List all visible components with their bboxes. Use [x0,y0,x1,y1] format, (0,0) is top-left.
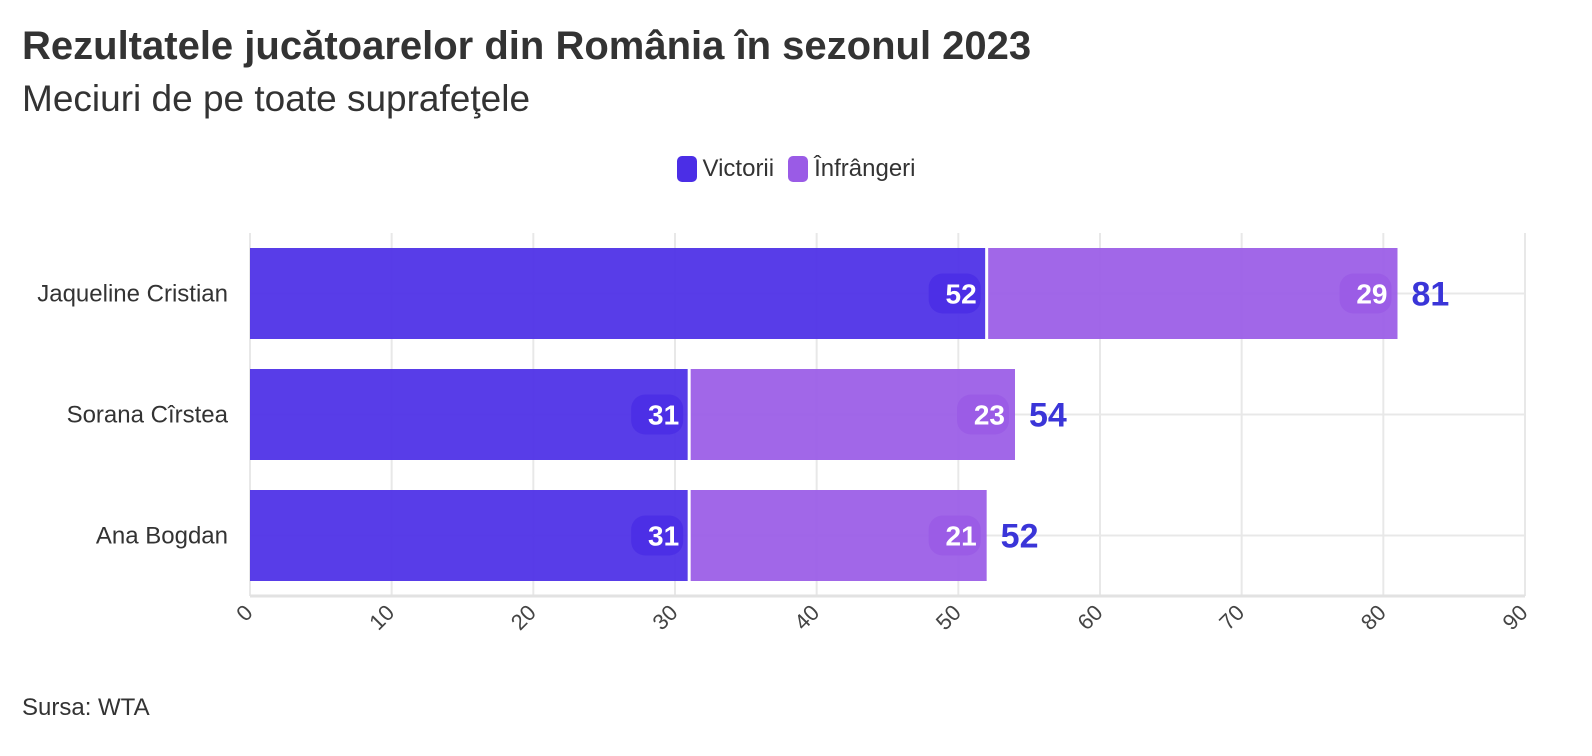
value-badge [928,273,981,314]
x-tick-label: 30 [648,600,683,635]
legend-label-losses: Înfrângeri [814,155,916,182]
legend-label-wins: Victorii [702,155,775,182]
x-tick-label: 40 [789,600,824,635]
bar-wins [250,490,690,581]
bar-losses [986,248,1398,339]
value-badge [631,515,684,556]
x-tick-label: 60 [1073,600,1108,635]
value-label-wins: 52 [946,279,977,310]
total-label: 54 [1029,397,1067,435]
total-label: 52 [1001,518,1039,556]
chart-title: Rezultatele jucătoarelor din România în … [22,24,1032,68]
x-tick-label: 20 [506,600,541,635]
bar-wins [250,369,690,460]
value-label-losses: 21 [946,521,977,552]
legend: Victorii Înfrângeri [0,155,1592,183]
legend-item-losses[interactable]: Înfrângeri [788,155,915,183]
legend-swatch-losses [788,156,809,182]
value-label-losses: 23 [974,400,1005,431]
value-label-losses: 29 [1356,279,1387,310]
value-badge [631,394,684,435]
category-label: Sorana Cîrstea [67,402,229,429]
bar-wins [250,248,987,339]
x-tick-label: 0 [231,600,257,626]
category-label: Ana Bogdan [96,523,228,550]
value-label-wins: 31 [648,400,679,431]
x-tick-label: 10 [364,600,399,635]
x-tick-label: 50 [931,600,966,635]
value-badge [928,515,981,556]
legend-swatch-wins [676,156,697,182]
category-label: Jaqueline Cristian [37,281,228,308]
x-tick-label: 80 [1356,600,1391,635]
value-badge [1339,273,1392,314]
chart-subtitle: Meciuri de pe toate suprafeţele [22,78,531,119]
source-note: Sursa: WTA [22,694,150,721]
x-tick-label: 90 [1498,600,1533,635]
value-label-wins: 31 [648,521,679,552]
legend-item-wins[interactable]: Victorii [676,155,775,183]
value-badge [957,394,1009,435]
x-tick-label: 70 [1214,600,1249,635]
total-label: 81 [1412,276,1450,314]
